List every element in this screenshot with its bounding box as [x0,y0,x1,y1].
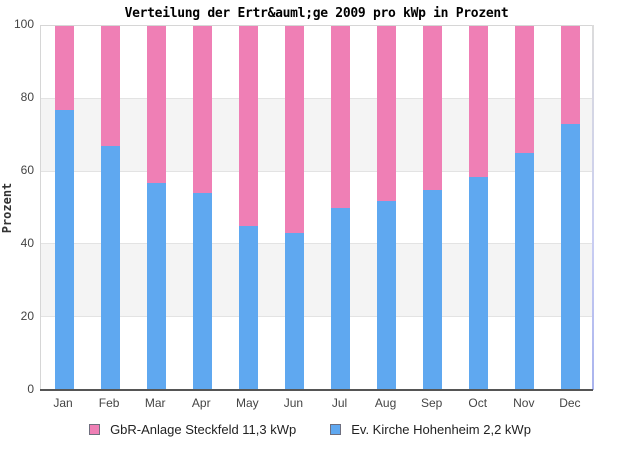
bar-segment [238,226,258,390]
legend-label: GbR-Anlage Steckfeld 11,3 kWp [110,422,297,437]
x-tick-label: Jan [53,396,73,410]
bar-segment [54,26,74,110]
background-band [41,317,593,390]
bar-segment [422,189,442,390]
background-band [41,171,593,245]
y-tick-label: 80 [20,90,34,104]
x-tick-label: Apr [191,396,211,410]
x-tick-label: Mar [144,396,166,410]
y-tick-label: 20 [20,309,34,323]
stacked-bar-apr [192,26,212,390]
x-tick-label: Feb [98,396,120,410]
stacked-bar-aug [376,26,396,390]
x-tick-label: Jul [331,396,348,410]
bar-slot-feb [87,26,133,390]
x-tick-label: Dec [559,396,581,410]
x-tick-label: May [236,396,259,410]
chart-title: Verteilung der Ertr&auml;ge 2009 pro kWp… [124,6,509,21]
legend-label: Ev. Kirche Hohenheim 2,2 kWp [351,422,531,437]
y-tick-label: 0 [27,382,34,396]
bar-segment [376,200,396,390]
bar-segment [100,146,120,390]
bar-segment [192,26,212,194]
bar-segment [238,26,258,227]
bar-segment [100,26,120,147]
bar-slot-aug [363,26,409,390]
bar-segment [422,26,442,190]
stacked-bar-mar [146,26,166,390]
bar-segment [468,177,488,390]
y-axis-ticks: 0 20 40 60 80 100 [0,17,34,396]
bar-segment [514,153,534,390]
bar-slot-jul [317,26,363,390]
bar-segment [146,182,166,390]
bar-segment [560,124,580,390]
legend-item: GbR-Anlage Steckfeld 11,3 kWp [89,422,296,437]
stacked-bar-feb [100,26,120,390]
x-tick-label: Sep [420,396,443,410]
background-band [41,244,593,318]
bar-slot-jan [41,26,87,390]
x-tick-label: Oct [468,396,488,410]
x-axis-labels: Jan Feb Mar Apr May Jun Jul Aug Sep Oct Nov Dec [40,396,593,410]
bar-slot-may [225,26,271,390]
y-tick-label: 40 [20,236,34,250]
bar-series [41,26,593,390]
bar-slot-mar [133,26,179,390]
legend-item: Ev. Kirche Hohenheim 2,2 kWp [330,422,531,437]
bar-segment [560,26,580,125]
bar-segment [146,26,166,183]
y-tick-label: 60 [20,163,34,177]
stacked-bar-nov [514,26,534,390]
bar-slot-nov [501,26,547,390]
stacked-bar-jul [330,26,350,390]
bar-segment [284,233,304,390]
bar-segment [284,26,304,234]
bar-slot-apr [179,26,225,390]
gridline [41,170,593,172]
bar-slot-sep [409,26,455,390]
plot-area [40,25,593,390]
bar-segment [514,26,534,154]
legend-swatch-icon [89,424,101,435]
bar-segment [376,26,396,201]
gridline [41,97,593,99]
background-band [41,26,593,99]
x-axis-line [40,389,593,391]
bar-slot-oct [455,26,501,390]
stacked-bar-jan [54,26,74,390]
gridline [41,316,593,318]
stacked-bar-oct [468,26,488,390]
plot-right-border [592,25,594,390]
y-tick-label: 100 [13,17,34,31]
gridline [41,243,593,245]
bar-segment [330,26,350,208]
legend-swatch-icon [330,424,342,435]
bar-slot-dec [547,26,593,390]
x-tick-label: Nov [513,396,535,410]
bar-slot-jun [271,26,317,390]
bar-segment [330,208,350,390]
x-tick-label: Jun [283,396,304,410]
legend: GbR-Anlage Steckfeld 11,3 kWp Ev. Kirche … [0,422,620,437]
bar-segment [54,109,74,390]
bar-segment [468,26,488,178]
stacked-bar-sep [422,26,442,390]
stacked-bar-dec [560,26,580,390]
background-band [41,98,593,172]
x-tick-label: Aug [374,396,397,410]
stacked-bar-jun [284,26,304,390]
stacked-bar-may [238,26,258,390]
bar-segment [192,193,212,390]
